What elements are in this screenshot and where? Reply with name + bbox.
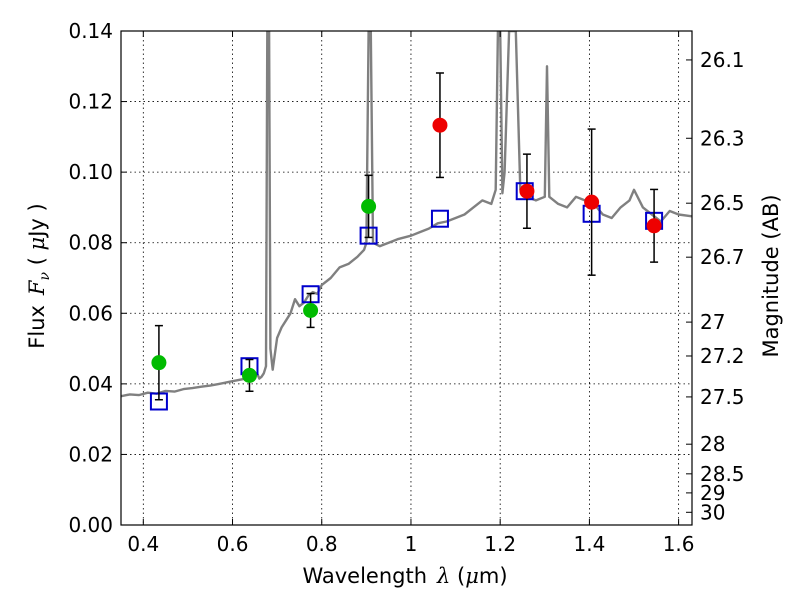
- ticks: 0.4 0.6 0.8 1 1.2 1.4 1.6 0.00 0.02 0.04 0.06 0.08 0…: [68, 19, 744, 556]
- x-tick-label: 1.2: [484, 532, 516, 556]
- data-point: [361, 198, 377, 214]
- x-tick-label: 0.6: [217, 532, 249, 556]
- y2-tick-label: 26.7: [700, 245, 745, 269]
- y-tick-label: 0.12: [68, 90, 113, 114]
- y2-tick-label: 27: [700, 310, 725, 334]
- y2-tick-label: 27.2: [700, 344, 745, 368]
- model-square-marker: [430, 209, 449, 228]
- x-tick-label: 0.4: [127, 532, 159, 556]
- plot-frame: [120, 30, 693, 526]
- data-point: [432, 117, 448, 133]
- y-tick-label: 0.06: [68, 301, 113, 325]
- grid: [121, 30, 692, 526]
- y2-tick-label: 26.1: [700, 48, 745, 72]
- x-tick-label: 0.8: [306, 532, 338, 556]
- y2-tick-label: 28.5: [700, 462, 745, 486]
- y-tick-label: 0.10: [68, 160, 113, 184]
- model-spectrum: [121, 31, 692, 398]
- y2-tick-label: 26.3: [700, 126, 745, 150]
- y2-tick-label: 29: [700, 481, 725, 505]
- y2-tick-label: 26.5: [700, 191, 745, 215]
- y-tick-label: 0.14: [68, 19, 113, 43]
- y2-axis-label: Magnitude (AB): [759, 194, 783, 357]
- x-tick-label: 1.6: [663, 532, 695, 556]
- y2-tick-label: 30: [700, 500, 725, 524]
- y-tick-label: 0.00: [68, 513, 113, 537]
- y2-tick-label: 27.5: [700, 385, 745, 409]
- x-axis-label: Wavelength λ (μm): [302, 564, 507, 588]
- data-point: [241, 367, 257, 383]
- y-tick-label: 0.02: [68, 442, 113, 466]
- y-tick-label: 0.08: [68, 231, 113, 255]
- data-point: [151, 355, 167, 371]
- y2-tick-label: 28: [700, 432, 725, 456]
- x-tick-label: 1: [405, 532, 418, 556]
- data-point: [646, 218, 662, 234]
- y-axis-label: FluxFν ( μJy ): [25, 203, 53, 348]
- photometry-markers: [149, 72, 664, 411]
- data-point: [584, 194, 600, 210]
- x-tick-label: 1.4: [573, 532, 605, 556]
- y-tick-label: 0.04: [68, 372, 113, 396]
- spectrum-line: [121, 31, 692, 398]
- data-point: [519, 183, 535, 199]
- data-point: [303, 302, 319, 318]
